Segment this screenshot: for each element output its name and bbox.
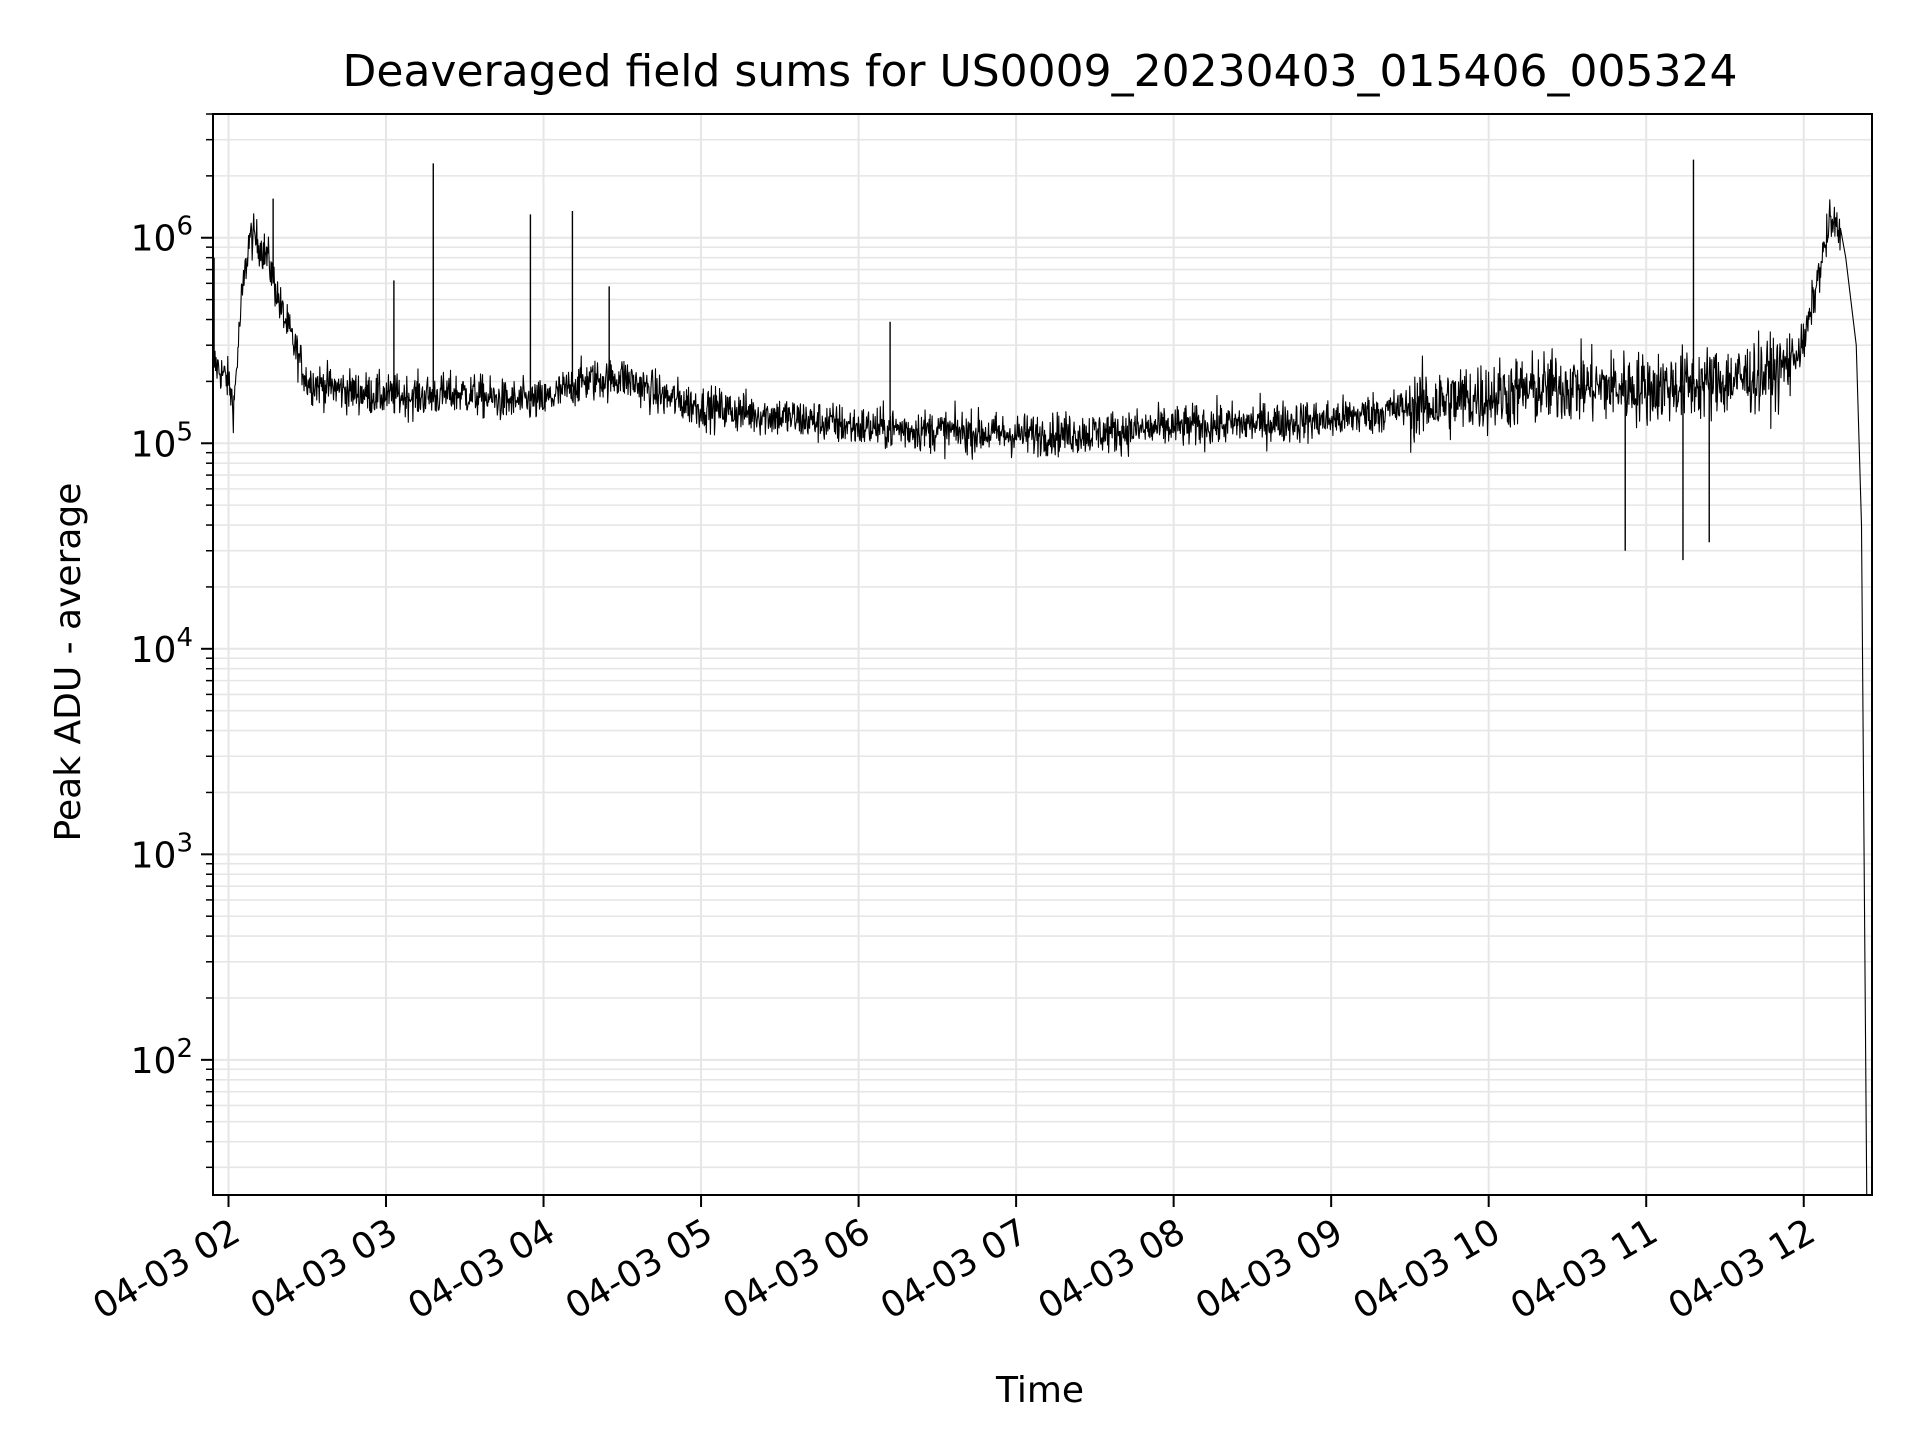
y-tick-label: 102 xyxy=(131,1034,193,1082)
y-tick-label: 103 xyxy=(131,828,193,876)
y-tick-label: 105 xyxy=(131,417,193,465)
y-axis-label: Peak ADU - average xyxy=(48,483,89,842)
x-axis-label: Time xyxy=(995,1370,1084,1411)
plot-area xyxy=(212,159,1868,1196)
plot-frame xyxy=(212,113,1873,1196)
series-line xyxy=(212,199,1868,1196)
chart-title: Deaveraged field sums for US0009_2023040… xyxy=(343,46,1738,97)
y-tick-label: 106 xyxy=(131,212,193,260)
y-tick-label: 104 xyxy=(131,623,193,671)
